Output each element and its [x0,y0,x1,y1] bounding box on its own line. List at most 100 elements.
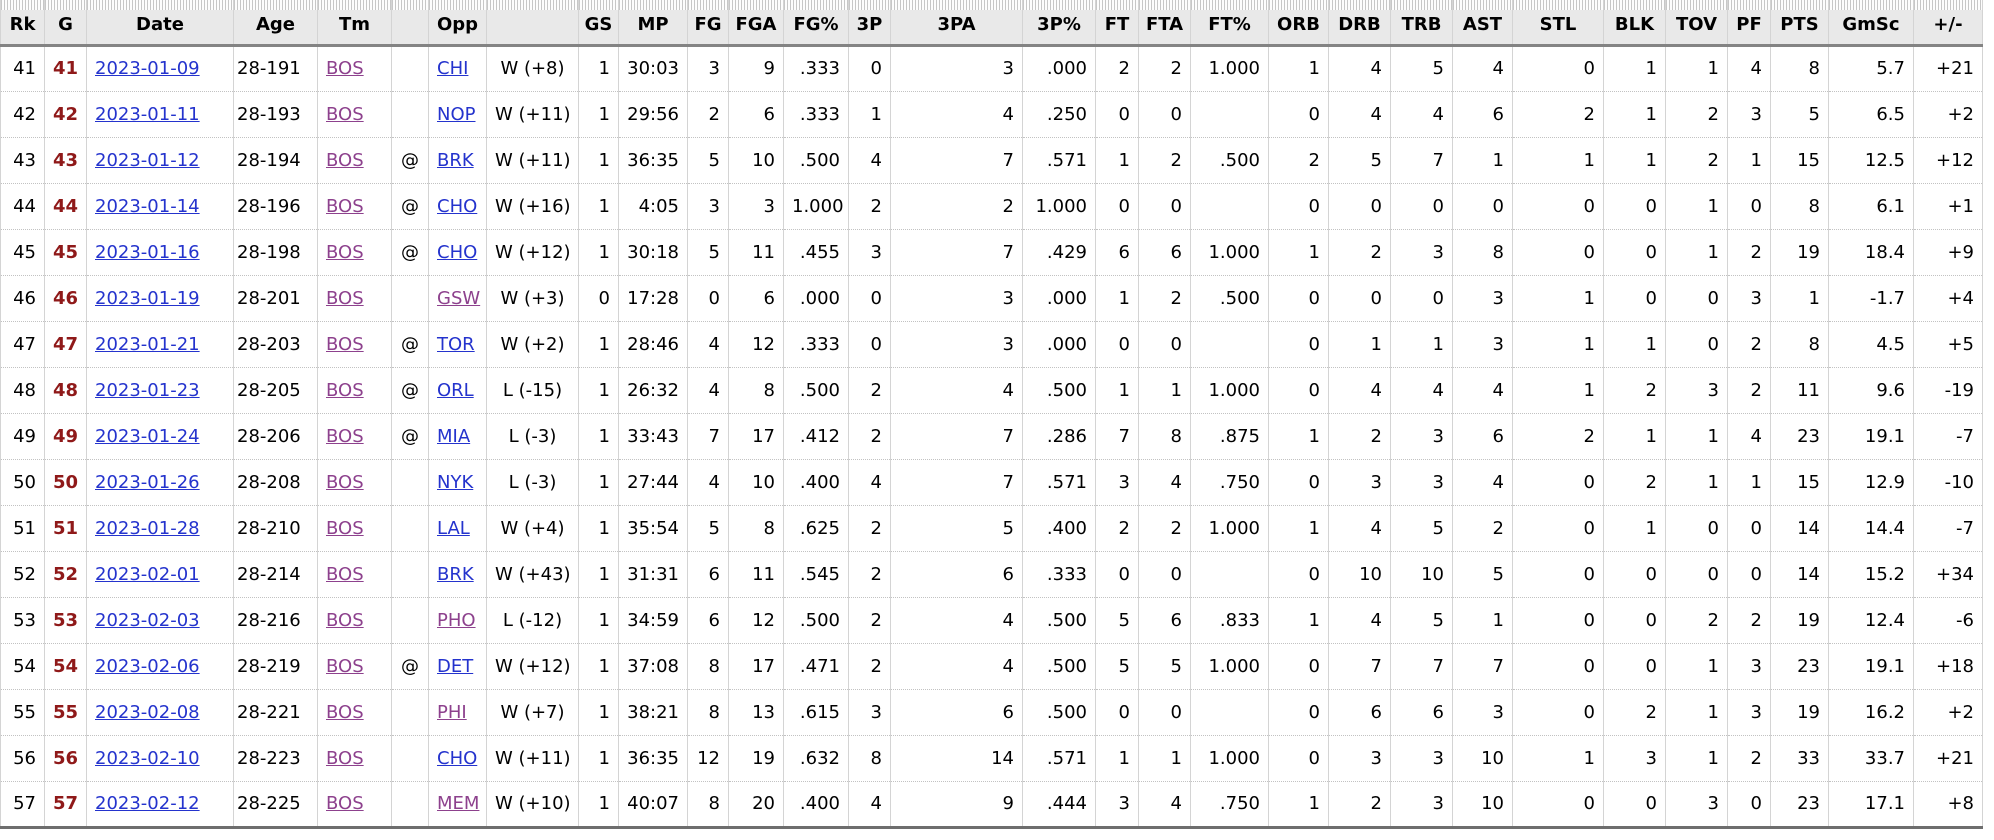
col-header-ft_pct[interactable]: FT% [1190,0,1269,47]
tm-link[interactable]: BOS [326,701,364,723]
cell-orb: 0 [1268,321,1329,368]
tm-link[interactable]: BOS [326,241,364,263]
cell-orb: 0 [1268,735,1329,782]
tm-link[interactable]: BOS [326,287,364,309]
col-header-fg_pct[interactable]: FG% [783,0,849,47]
cell-fta: 4 [1138,781,1191,829]
cell-loc [391,275,429,322]
cell-fga: 17 [728,413,784,460]
cell-opp: CHO [428,229,487,276]
col-header-drb[interactable]: DRB [1328,0,1391,47]
col-header-result[interactable] [486,0,579,47]
opp-link[interactable]: CHO [437,195,478,217]
date-link[interactable]: 2023-02-10 [95,747,200,769]
col-header-fga[interactable]: FGA [728,0,784,47]
cell-opp: DET [428,643,487,690]
date-link[interactable]: 2023-01-24 [95,425,200,447]
opp-link[interactable]: PHO [437,609,476,631]
tm-link[interactable]: BOS [326,471,364,493]
cell-tm: BOS [317,367,392,414]
date-link[interactable]: 2023-01-28 [95,517,200,539]
col-header-pts[interactable]: PTS [1770,0,1829,47]
date-link[interactable]: 2023-02-01 [95,563,200,585]
date-link[interactable]: 2023-01-19 [95,287,200,309]
cell-ft_pct: .750 [1190,781,1269,829]
date-link[interactable]: 2023-01-16 [95,241,200,263]
cell-fg3a: 3 [890,321,1023,368]
cell-g: 48 [44,367,87,414]
opp-link[interactable]: NOP [437,103,476,125]
tm-link[interactable]: BOS [326,563,364,585]
col-header-g[interactable]: G [44,0,87,47]
col-header-pf[interactable]: PF [1727,0,1771,47]
date-link[interactable]: 2023-01-26 [95,471,200,493]
opp-link[interactable]: MIA [437,425,471,447]
opp-link[interactable]: DET [437,655,474,677]
cell-result: W (+8) [486,45,579,92]
col-header-date[interactable]: Date [86,0,234,47]
date-link[interactable]: 2023-01-21 [95,333,200,355]
tm-link[interactable]: BOS [326,517,364,539]
opp-link[interactable]: ORL [437,379,474,401]
col-header-mp[interactable]: MP [618,0,688,47]
tm-link[interactable]: BOS [326,747,364,769]
cell-g: 46 [44,275,87,322]
cell-fg_pct: .333 [783,45,849,92]
tm-link[interactable]: BOS [326,379,364,401]
date-link[interactable]: 2023-02-06 [95,655,200,677]
opp-link[interactable]: BRK [437,149,474,171]
col-header-gmsc[interactable]: GmSc [1828,0,1914,47]
col-header-tov[interactable]: TOV [1665,0,1728,47]
cell-ft_pct: 1.000 [1190,735,1269,782]
opp-link[interactable]: NYK [437,471,474,493]
col-header-fg[interactable]: FG [687,0,729,47]
date-link[interactable]: 2023-01-23 [95,379,200,401]
cell-gs: 1 [578,91,619,138]
col-header-ft[interactable]: FT [1095,0,1139,47]
tm-link[interactable]: BOS [326,609,364,631]
opp-link[interactable]: MEM [437,793,480,814]
col-header-fg3a[interactable]: 3PA [890,0,1023,47]
col-header-fta[interactable]: FTA [1138,0,1191,47]
tm-link[interactable]: BOS [326,333,364,355]
col-header-plus_minus[interactable]: +/- [1913,0,1983,47]
col-header-loc[interactable] [391,0,429,47]
opp-link[interactable]: GSW [437,287,481,309]
cell-ast: 10 [1452,781,1513,829]
date-link[interactable]: 2023-01-11 [95,103,200,125]
col-header-fg3_pct[interactable]: 3P% [1022,0,1096,47]
opp-link[interactable]: CHO [437,747,478,769]
date-link[interactable]: 2023-02-12 [95,793,200,814]
col-header-rk[interactable]: Rk [0,0,45,47]
opp-link[interactable]: BRK [437,563,474,585]
cell-gs: 1 [578,45,619,92]
tm-link[interactable]: BOS [326,655,364,677]
tm-link[interactable]: BOS [326,425,364,447]
col-header-blk[interactable]: BLK [1603,0,1666,47]
tm-link[interactable]: BOS [326,195,364,217]
tm-link[interactable]: BOS [326,58,364,79]
date-link[interactable]: 2023-02-03 [95,609,200,631]
opp-link[interactable]: LAL [437,517,470,539]
date-link[interactable]: 2023-01-14 [95,195,200,217]
col-header-gs[interactable]: GS [578,0,619,47]
date-link[interactable]: 2023-02-08 [95,701,200,723]
tm-link[interactable]: BOS [326,149,364,171]
col-header-ast[interactable]: AST [1452,0,1513,47]
date-link[interactable]: 2023-01-09 [95,58,200,79]
col-header-orb[interactable]: ORB [1268,0,1329,47]
col-header-fg3[interactable]: 3P [848,0,891,47]
col-header-age[interactable]: Age [233,0,318,47]
cell-loc: @ [391,643,429,690]
col-header-stl[interactable]: STL [1512,0,1604,47]
opp-link[interactable]: CHO [437,241,478,263]
opp-link[interactable]: PHI [437,701,467,723]
tm-link[interactable]: BOS [326,103,364,125]
col-header-opp[interactable]: Opp [428,0,487,47]
opp-link[interactable]: CHI [437,58,469,79]
opp-link[interactable]: TOR [437,333,475,355]
date-link[interactable]: 2023-01-12 [95,149,200,171]
col-header-trb[interactable]: TRB [1390,0,1453,47]
tm-link[interactable]: BOS [326,793,364,814]
col-header-tm[interactable]: Tm [317,0,392,47]
